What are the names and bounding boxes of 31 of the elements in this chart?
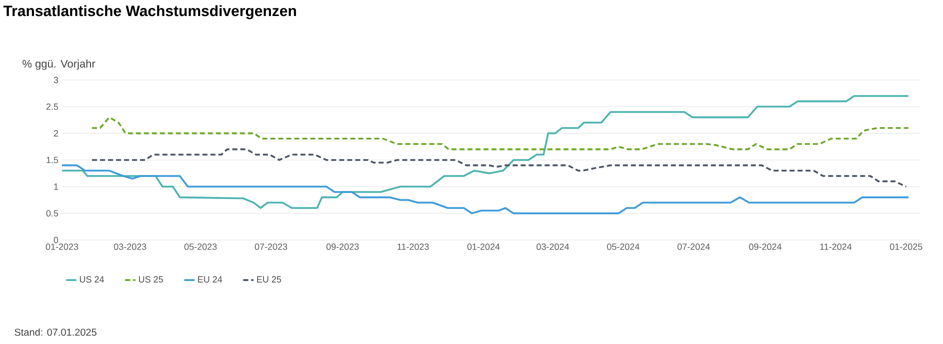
x-tick-label: 03-2024 <box>536 244 570 250</box>
x-tick-label: 11-2023 <box>398 244 429 250</box>
legend-label: EU 24 <box>198 276 222 283</box>
x-tick-label: 09-2023 <box>326 244 359 250</box>
y-tick-label: 0 <box>54 236 58 244</box>
line-series <box>61 164 910 214</box>
x-tick-label: 07-2023 <box>254 244 288 250</box>
chart-title: Transatlantische Wachstumsdivergenzen <box>3 5 296 20</box>
y-axis-title: % ggü. Vorjahr <box>22 60 96 70</box>
legend-label: US 25 <box>139 276 163 283</box>
x-tick-label: 07-2024 <box>677 244 710 250</box>
legend-label: US 24 <box>80 276 104 283</box>
y-tick-label: 2.5 <box>46 103 58 110</box>
x-tick-label: 09-2024 <box>749 244 782 250</box>
line-series <box>91 116 910 150</box>
x-tick-label: 11-2024 <box>820 244 852 250</box>
legend-label: EU 25 <box>257 276 282 283</box>
x-tick-label: 01-2023 <box>46 244 78 250</box>
x-tick-label: 05-2023 <box>184 244 217 250</box>
x-tick-label: 01-2024 <box>467 244 500 250</box>
text: Stand: 07.01.2025 <box>14 328 96 336</box>
y-tick-label: 3 <box>54 76 58 84</box>
y-tick-label: 0.5 <box>46 210 58 217</box>
y-tick-label: 2 <box>54 130 58 136</box>
y-tick-label: 1 <box>54 184 58 190</box>
y-tick-label: 1.5 <box>46 156 58 164</box>
x-tick-label: 03-2023 <box>114 244 146 250</box>
line-series <box>91 148 908 188</box>
line-series <box>61 95 910 209</box>
x-tick-label: 01-2025 <box>890 244 922 250</box>
x-tick-label: 05-2024 <box>607 244 640 250</box>
